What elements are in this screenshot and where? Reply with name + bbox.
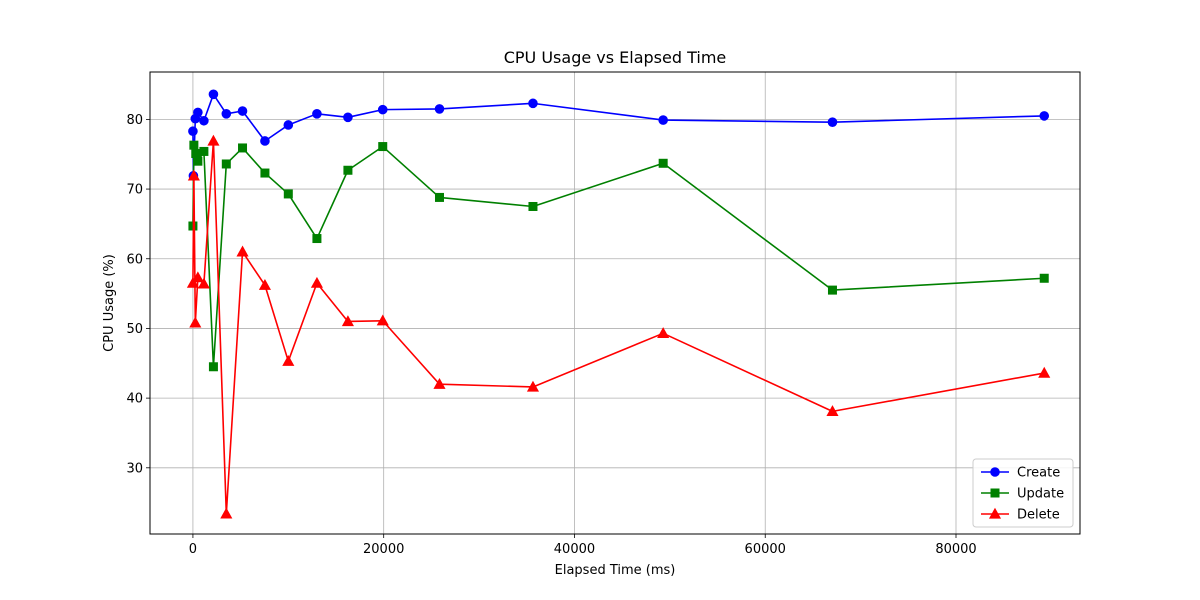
data-point-update [199, 146, 209, 156]
legend-box [972, 458, 1074, 528]
data-point-create [208, 89, 219, 100]
data-point-create [193, 107, 203, 118]
data-point-create [658, 115, 668, 125]
data-point-update [827, 285, 837, 295]
data-point-create [237, 106, 248, 116]
data-point-delete [1038, 366, 1051, 378]
plot-area-frame [149, 71, 1081, 535]
data-point-delete [657, 327, 670, 338]
data-point-delete [187, 169, 200, 181]
data-point-update [378, 142, 388, 152]
legend-marker-update [990, 488, 1000, 498]
legend: Create Update Delete [972, 458, 1074, 528]
data-point-update [343, 165, 353, 175]
legend-label-create: Create [1017, 466, 1060, 481]
legend-marker-create [990, 467, 1000, 477]
data-point-delete [189, 316, 202, 328]
y-tick-label: 30 [126, 461, 143, 476]
legend-item-update: Update [981, 487, 1064, 502]
data-point-create [377, 104, 388, 115]
data-point-create [343, 112, 353, 123]
data-point-create [188, 126, 198, 137]
data-point-create [528, 98, 538, 109]
data-point-delete [186, 276, 199, 288]
data-point-update [312, 234, 322, 244]
series-create [188, 89, 1050, 181]
legend-label-delete: Delete [1017, 508, 1060, 523]
data-point-delete [341, 315, 354, 327]
data-point-delete [236, 245, 249, 257]
data-point-create [312, 109, 322, 119]
data-point-create [199, 115, 209, 126]
data-point-delete [191, 271, 204, 283]
y-tick-label: 70 [126, 183, 143, 198]
data-point-create [434, 104, 445, 114]
x-tick-label: 60000 [745, 542, 786, 557]
data-point-create [283, 120, 294, 130]
data-point-create [1039, 111, 1050, 121]
series-layer [186, 89, 1051, 519]
x-tick-label: 20000 [363, 542, 404, 557]
data-point-delete [258, 279, 271, 290]
data-point-update [283, 189, 293, 199]
data-point-update [208, 362, 218, 372]
axis-ticks: 0 20000 40000 60000 80000 30 40 50 60 70 80 [126, 113, 976, 557]
data-point-update [221, 159, 231, 169]
data-point-create [221, 109, 232, 119]
data-point-update [1039, 273, 1049, 283]
data-point-delete [282, 354, 295, 366]
x-axis-label: Elapsed Time (ms) [555, 563, 676, 578]
data-point-delete [207, 134, 220, 146]
data-point-update [260, 168, 270, 178]
data-point-update [658, 158, 668, 168]
y-tick-label: 80 [126, 113, 143, 128]
y-tick-label: 40 [126, 392, 143, 407]
data-point-delete [526, 380, 540, 392]
y-tick-label: 60 [126, 252, 143, 267]
legend-item-create: Create [981, 466, 1060, 481]
data-point-update [528, 201, 538, 211]
data-point-create [827, 117, 838, 127]
y-axis-label: CPU Usage (%) [102, 254, 117, 352]
data-point-delete [220, 507, 233, 519]
legend-item-delete: Delete [981, 508, 1060, 523]
y-tick-label: 50 [126, 322, 143, 337]
x-tick-label: 40000 [554, 542, 595, 557]
series-delete [186, 134, 1051, 519]
x-tick-label: 0 [189, 542, 197, 557]
legend-label-update: Update [1017, 487, 1064, 502]
data-point-delete [433, 377, 446, 389]
data-point-create [260, 136, 270, 146]
data-point-update [189, 140, 199, 150]
data-point-update [238, 143, 248, 153]
data-point-delete [376, 314, 389, 326]
data-point-delete [310, 276, 323, 288]
legend-marker-delete [988, 507, 1002, 519]
data-point-update [193, 156, 203, 166]
chart-title: CPU Usage vs Elapsed Time [504, 48, 727, 67]
data-point-delete [826, 405, 839, 417]
x-tick-label: 80000 [935, 542, 976, 557]
data-point-update [434, 192, 444, 202]
data-point-update [191, 149, 201, 159]
data-point-delete [197, 277, 210, 289]
